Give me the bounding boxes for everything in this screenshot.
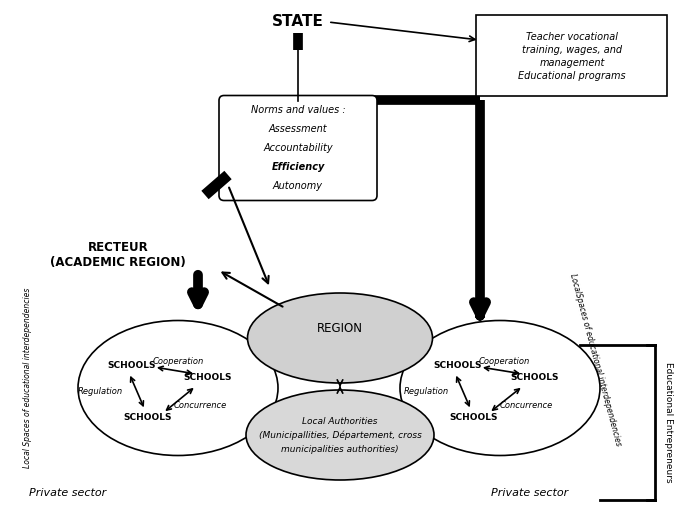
Text: Local Spaces of educational interdependencies: Local Spaces of educational interdepende… — [23, 288, 32, 468]
Ellipse shape — [246, 390, 434, 480]
Text: Cooperation: Cooperation — [478, 356, 530, 366]
Text: training, wages, and: training, wages, and — [522, 45, 622, 55]
Text: SCHOOLS: SCHOOLS — [434, 360, 482, 370]
Ellipse shape — [400, 320, 600, 455]
Text: Concurrence: Concurrence — [499, 402, 553, 411]
Text: SCHOOLS: SCHOOLS — [184, 374, 232, 382]
Text: SCHOOLS: SCHOOLS — [108, 360, 156, 370]
Text: Private sector: Private sector — [491, 488, 569, 498]
FancyBboxPatch shape — [219, 95, 377, 200]
Text: SCHOOLS: SCHOOLS — [511, 374, 559, 382]
Text: SCHOOLS: SCHOOLS — [450, 414, 498, 422]
Text: Accountability: Accountability — [263, 143, 333, 153]
Text: Norms and values :: Norms and values : — [251, 105, 345, 115]
Text: Teacher vocational: Teacher vocational — [526, 32, 618, 42]
Text: LocalSpaces of educational interdependencies: LocalSpaces of educational interdependen… — [568, 273, 623, 447]
Text: SCHOOLS: SCHOOLS — [124, 414, 172, 422]
Text: Private sector: Private sector — [29, 488, 107, 498]
Text: STATE: STATE — [272, 15, 324, 29]
FancyBboxPatch shape — [477, 15, 667, 95]
Text: (Municipallities, Département, cross: (Municipallities, Département, cross — [258, 430, 421, 440]
Ellipse shape — [78, 320, 278, 455]
Text: Regulation: Regulation — [77, 386, 123, 395]
Text: Regulation: Regulation — [403, 386, 449, 395]
Text: RECTEUR
(ACADEMIC REGION): RECTEUR (ACADEMIC REGION) — [50, 241, 186, 269]
Text: REGION: REGION — [317, 321, 363, 335]
Text: Educational programs: Educational programs — [518, 71, 626, 81]
Text: Educational Entrepreneurs: Educational Entrepreneurs — [664, 362, 673, 483]
Text: Assessment: Assessment — [269, 124, 327, 134]
Text: Concurrence: Concurrence — [173, 402, 227, 411]
Text: Autonomy: Autonomy — [273, 181, 323, 191]
Text: municipalities authorities): municipalities authorities) — [281, 445, 399, 453]
Ellipse shape — [247, 293, 432, 383]
Text: Efficiency: Efficiency — [271, 162, 325, 172]
Text: management: management — [539, 58, 605, 68]
Text: Local Authorities: Local Authorities — [302, 416, 377, 425]
Text: Cooperation: Cooperation — [152, 356, 203, 366]
